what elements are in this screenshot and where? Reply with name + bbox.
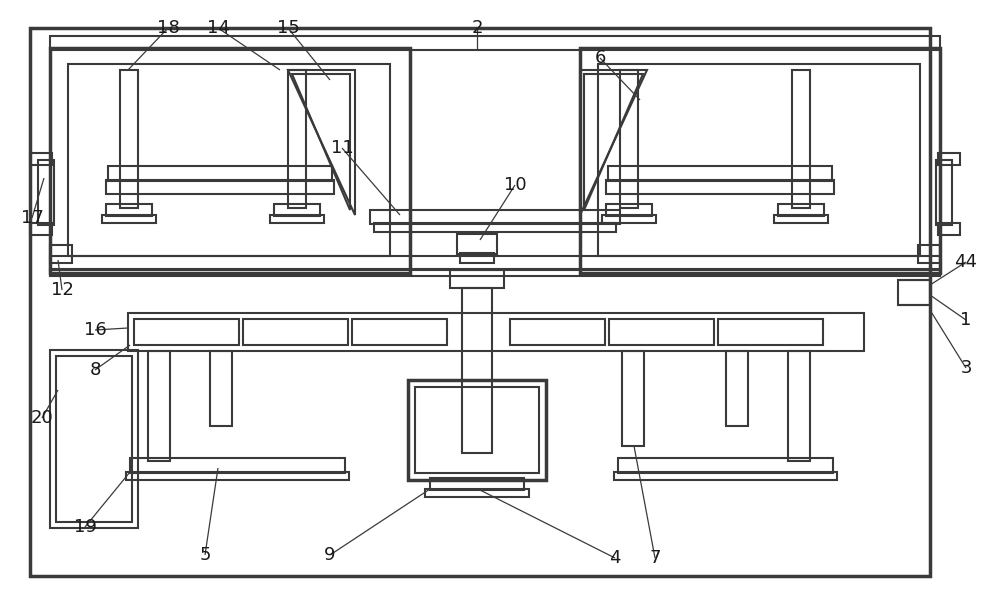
Text: 9: 9: [324, 546, 336, 564]
Text: 14: 14: [207, 19, 229, 37]
Text: 16: 16: [84, 321, 106, 339]
Text: 12: 12: [51, 281, 73, 299]
Text: 19: 19: [74, 518, 96, 536]
Text: 11: 11: [331, 139, 353, 157]
Text: 20: 20: [31, 409, 53, 427]
Text: 2: 2: [471, 19, 483, 37]
Text: 1: 1: [960, 311, 972, 329]
Text: 15: 15: [277, 19, 299, 37]
Text: 8: 8: [89, 361, 101, 379]
Text: 3: 3: [960, 359, 972, 377]
Text: 5: 5: [199, 546, 211, 564]
Text: 17: 17: [21, 209, 43, 227]
Text: 7: 7: [649, 549, 661, 567]
Text: 4: 4: [609, 549, 621, 567]
Text: 44: 44: [954, 253, 978, 271]
Text: 18: 18: [157, 19, 179, 37]
Text: 10: 10: [504, 176, 526, 194]
Text: 6: 6: [594, 49, 606, 67]
